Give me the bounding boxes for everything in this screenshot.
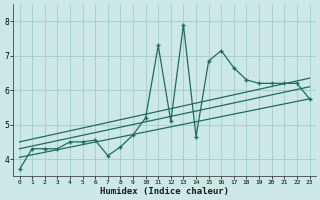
X-axis label: Humidex (Indice chaleur): Humidex (Indice chaleur) (100, 187, 229, 196)
